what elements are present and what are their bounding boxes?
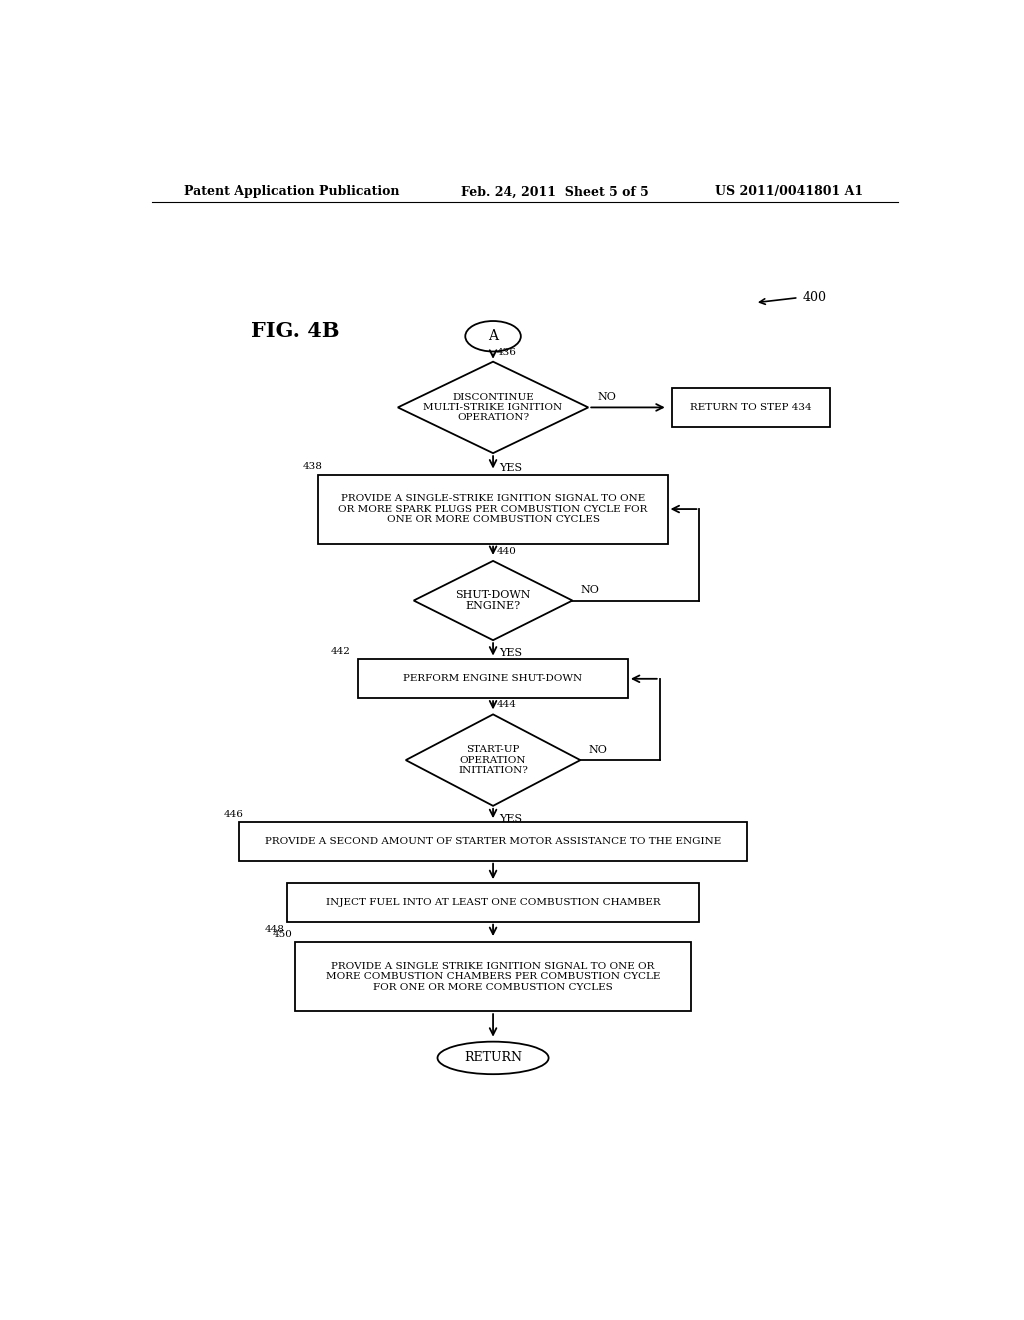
Text: YES: YES	[500, 463, 522, 474]
Text: RETURN TO STEP 434: RETURN TO STEP 434	[690, 403, 812, 412]
Text: NO: NO	[588, 744, 607, 755]
Text: NO: NO	[581, 586, 599, 595]
Text: US 2011/0041801 A1: US 2011/0041801 A1	[715, 185, 863, 198]
Text: NO: NO	[598, 392, 616, 403]
Text: 450: 450	[272, 931, 292, 939]
Text: Feb. 24, 2011  Sheet 5 of 5: Feb. 24, 2011 Sheet 5 of 5	[461, 185, 649, 198]
Text: YES: YES	[500, 648, 522, 659]
Text: PROVIDE A SECOND AMOUNT OF STARTER MOTOR ASSISTANCE TO THE ENGINE: PROVIDE A SECOND AMOUNT OF STARTER MOTOR…	[265, 837, 721, 846]
Text: 400: 400	[803, 292, 826, 304]
Text: Patent Application Publication: Patent Application Publication	[183, 185, 399, 198]
Text: 446: 446	[223, 810, 243, 818]
Text: 436: 436	[497, 347, 517, 356]
Text: DISCONTINUE
MULTI-STRIKE IGNITION
OPERATION?: DISCONTINUE MULTI-STRIKE IGNITION OPERAT…	[424, 392, 562, 422]
Text: PERFORM ENGINE SHUT-DOWN: PERFORM ENGINE SHUT-DOWN	[403, 675, 583, 684]
Text: 444: 444	[497, 701, 517, 709]
Text: YES: YES	[500, 814, 522, 824]
Text: 440: 440	[497, 546, 517, 556]
Text: 442: 442	[331, 647, 350, 656]
Text: 448: 448	[264, 925, 285, 933]
Text: INJECT FUEL INTO AT LEAST ONE COMBUSTION CHAMBER: INJECT FUEL INTO AT LEAST ONE COMBUSTION…	[326, 898, 660, 907]
Text: START-UP
OPERATION
INITIATION?: START-UP OPERATION INITIATION?	[458, 746, 528, 775]
Text: PROVIDE A SINGLE-STRIKE IGNITION SIGNAL TO ONE
OR MORE SPARK PLUGS PER COMBUSTIO: PROVIDE A SINGLE-STRIKE IGNITION SIGNAL …	[338, 494, 648, 524]
Text: SHUT-DOWN
ENGINE?: SHUT-DOWN ENGINE?	[456, 590, 530, 611]
Text: FIG. 4B: FIG. 4B	[251, 321, 340, 341]
Text: PROVIDE A SINGLE STRIKE IGNITION SIGNAL TO ONE OR
MORE COMBUSTION CHAMBERS PER C: PROVIDE A SINGLE STRIKE IGNITION SIGNAL …	[326, 962, 660, 991]
Text: A: A	[488, 329, 498, 343]
Text: RETURN: RETURN	[464, 1052, 522, 1064]
Text: 438: 438	[303, 462, 323, 471]
